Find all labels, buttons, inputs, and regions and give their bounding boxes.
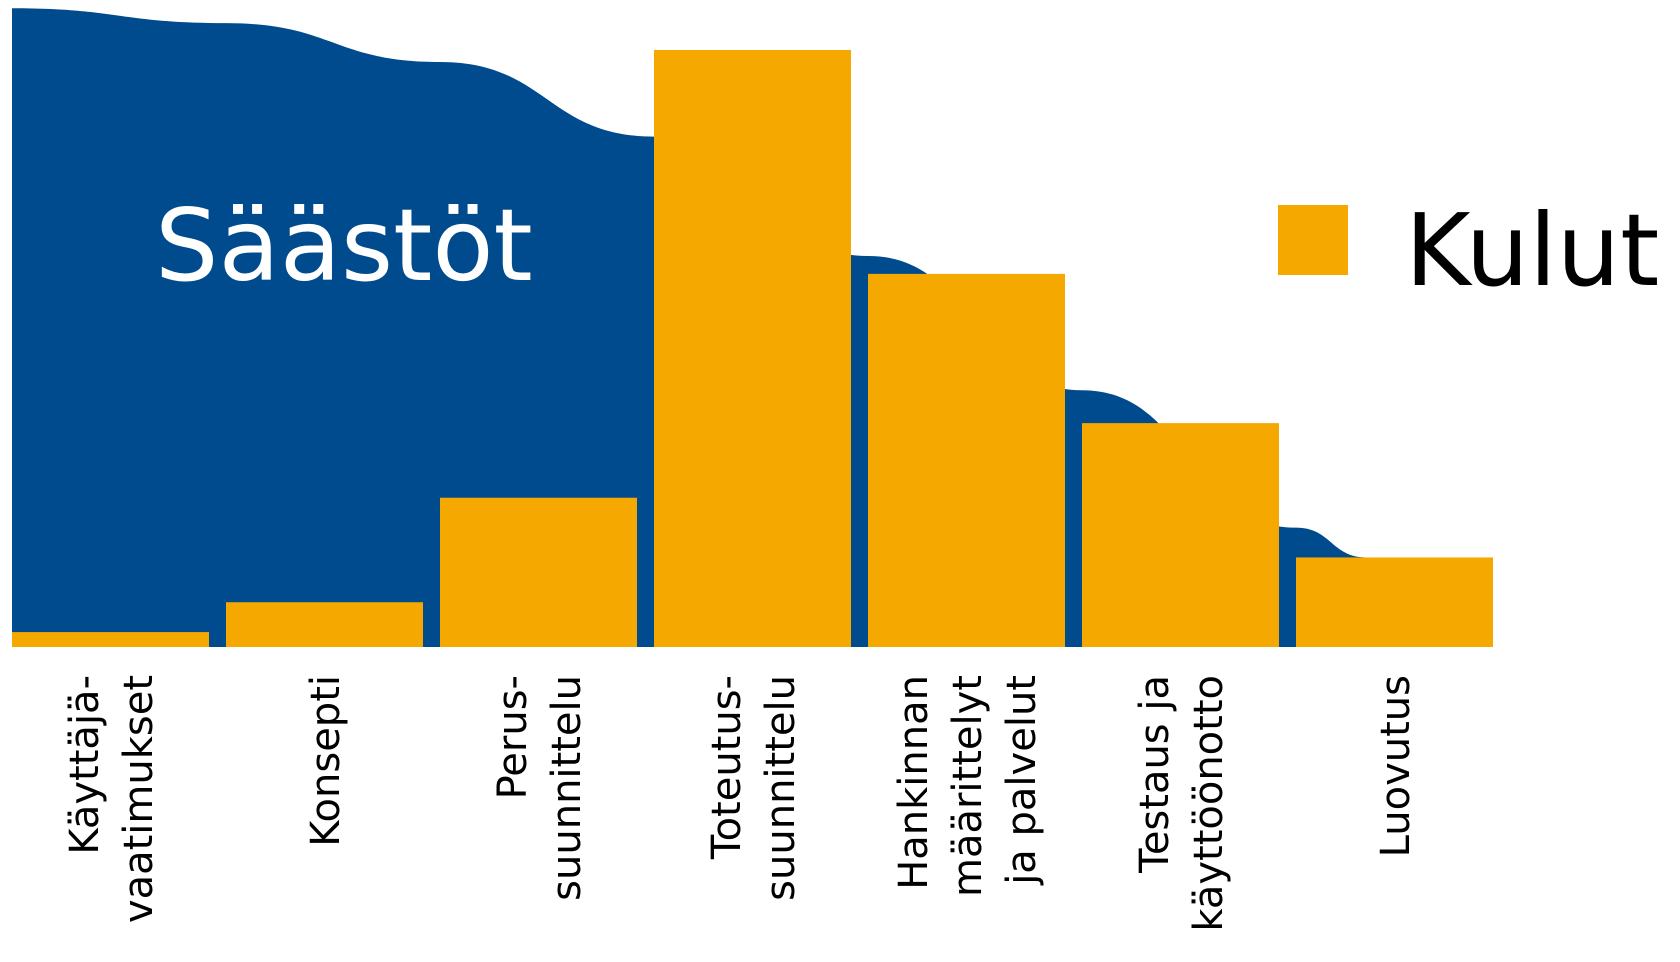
tick-label-7: Luovutus (1373, 675, 1419, 857)
tick-label-6-line-1: Testaus ja (1132, 675, 1178, 874)
tick-label-1: Käyttäjä-vaatimukset (62, 675, 162, 923)
legend-swatch-kulut (1278, 205, 1348, 275)
tick-label-1-line-2: vaatimukset (116, 675, 162, 923)
tick-label-6-line-2: käyttöönotto (1186, 675, 1232, 932)
bar-2 (226, 602, 423, 647)
x-axis-tick-labels: Käyttäjä-vaatimukset Konsepti Perus-suunni… (62, 675, 1419, 932)
bar-3 (440, 497, 637, 647)
legend-label-kulut: Kulut (1405, 192, 1659, 309)
tick-label-3-line-1: Perus- (490, 675, 536, 799)
tick-label-1-line-1: Käyttäjä- (62, 675, 108, 855)
tick-label-5: Hankinnan määrittelyt ja palvelut (891, 675, 1045, 897)
tick-label-4-line-2: suunnittelu (758, 675, 804, 901)
tick-label-5-line-3: ja palvelut (999, 675, 1045, 886)
tick-label-5-line-1: Hankinnan (891, 675, 937, 890)
tick-label-4: Toteutus-suunnittelu (704, 675, 804, 901)
bars (12, 50, 1493, 647)
bar-7 (1296, 557, 1493, 647)
tick-label-2: Konsepti (303, 675, 349, 847)
tick-label-5-line-2: määrittelyt (945, 675, 991, 897)
tick-label-7-line-1: Luovutus (1373, 675, 1419, 857)
tick-label-4-line-1: Toteutus- (704, 675, 750, 860)
bar-4 (654, 50, 851, 647)
bar-1 (12, 632, 209, 647)
tick-label-2-line-1: Konsepti (303, 675, 349, 847)
tick-label-3-line-2: suunnittelu (544, 675, 590, 901)
bar-6 (1082, 423, 1279, 647)
bar-5 (868, 273, 1065, 647)
savings-label: Säästöt (155, 187, 533, 304)
tick-label-3: Perus-suunnittelu (490, 675, 590, 901)
tick-label-6: Testaus ja käyttöönotto (1132, 675, 1232, 932)
